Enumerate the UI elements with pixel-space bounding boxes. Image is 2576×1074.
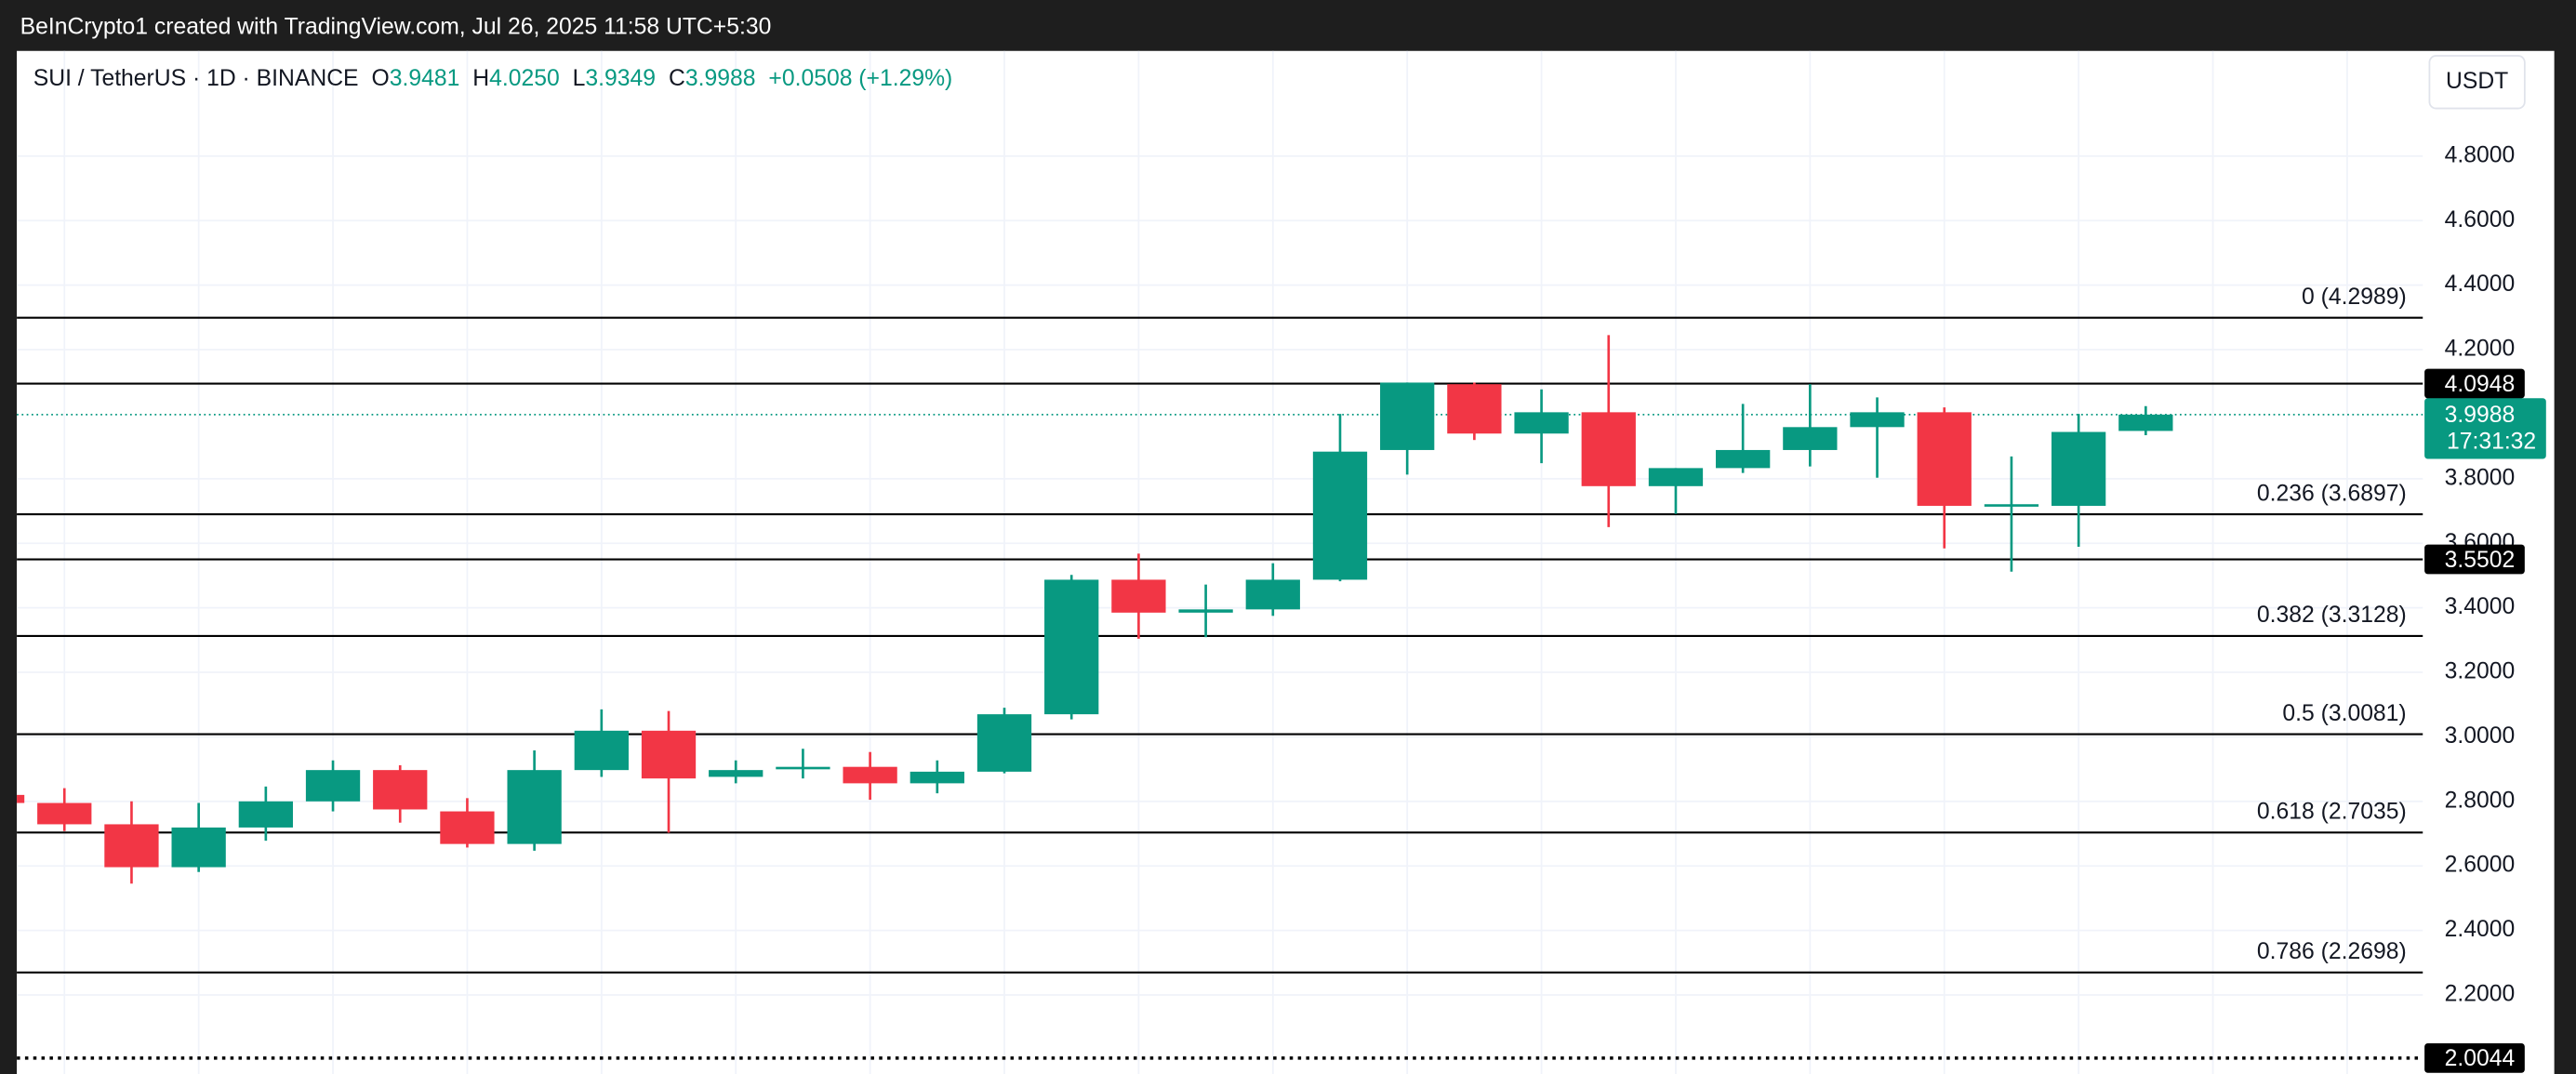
legend-key: O bbox=[372, 65, 390, 90]
price-box-label: 4.0948 bbox=[2445, 372, 2516, 397]
legend-change: +0.0508 (+1.29%) bbox=[768, 65, 952, 90]
fib-label: 0 (4.2989) bbox=[2302, 285, 2407, 310]
candle-body bbox=[776, 766, 830, 770]
candle-body bbox=[1984, 504, 2039, 507]
y-tick-label: 3.2000 bbox=[2445, 659, 2516, 684]
candle-body bbox=[2118, 414, 2173, 431]
candle-body bbox=[1716, 449, 1771, 469]
candle-body bbox=[910, 771, 964, 784]
legend-value: 4.0250 bbox=[489, 65, 560, 90]
candle-body bbox=[1312, 451, 1368, 580]
candle-body bbox=[104, 824, 159, 868]
candle-body bbox=[976, 714, 1032, 772]
price-box bbox=[2424, 1042, 2525, 1073]
candle-body bbox=[843, 766, 897, 784]
price-axis: 2.2000 2.4000 2.6000 2.8000 3.0000 3.2000 3.40… bbox=[2445, 142, 2516, 1006]
y-tick-label: 2.6000 bbox=[2445, 853, 2516, 878]
y-tick-label: 4.4000 bbox=[2445, 272, 2516, 297]
y-tick-label: 3.0000 bbox=[2445, 723, 2516, 749]
countdown: 17:31:32 bbox=[2447, 429, 2536, 454]
legend-key: H bbox=[472, 65, 489, 90]
y-tick-label: 4.2000 bbox=[2445, 337, 2516, 362]
fib-label: 0.236 (3.6897) bbox=[2257, 481, 2407, 506]
legend-value: 3.9988 bbox=[685, 65, 756, 90]
fib-label: 0.618 (2.7035) bbox=[2257, 800, 2407, 825]
candle-body bbox=[1044, 579, 1099, 715]
candle-body bbox=[37, 802, 92, 825]
y-tick-label: 4.6000 bbox=[2445, 207, 2516, 232]
candle-body bbox=[641, 730, 697, 779]
y-tick-label: 2.4000 bbox=[2445, 917, 2516, 942]
candle-body bbox=[1917, 412, 1972, 506]
candle-body bbox=[1850, 412, 1905, 428]
symbol: SUI / TetherUS · 1D · BINANCE bbox=[33, 65, 359, 90]
legend-value: 3.9481 bbox=[390, 65, 460, 90]
candle-body bbox=[171, 827, 226, 868]
chart-area bbox=[17, 50, 2555, 1074]
legend-value: 3.9349 bbox=[585, 65, 656, 90]
currency-button[interactable] bbox=[2428, 55, 2526, 110]
fib-label: 0.382 (3.3128) bbox=[2257, 603, 2407, 628]
fib-label: 0.5 (3.0081) bbox=[2282, 701, 2406, 726]
y-tick-label: 3.4000 bbox=[2445, 594, 2516, 619]
last-price-label: 3.9988 bbox=[2445, 403, 2516, 428]
y-tick-label: 2.8000 bbox=[2445, 788, 2516, 813]
candle-body bbox=[1111, 579, 1166, 613]
candle-body bbox=[1178, 609, 1233, 613]
candle-body bbox=[709, 770, 764, 777]
candle-body bbox=[238, 801, 293, 828]
last-price-box bbox=[2424, 398, 2546, 459]
candle-body bbox=[1648, 468, 1704, 486]
candle-body bbox=[1783, 427, 1838, 450]
y-tick-label: 2.2000 bbox=[2445, 982, 2516, 1007]
legend: SUI / TetherUS · 1D · BINANCE O3.9481 H4… bbox=[33, 65, 953, 90]
price-box-label: 3.5502 bbox=[2445, 548, 2516, 573]
candle-body bbox=[17, 794, 25, 803]
fib-label: 0.786 (2.2698) bbox=[2257, 939, 2407, 964]
watermark: BeInCrypto1 created with TradingView.com… bbox=[20, 15, 772, 40]
candle-body bbox=[440, 811, 495, 844]
candle-body bbox=[373, 770, 428, 810]
candle-body bbox=[1380, 382, 1435, 450]
candle-body bbox=[2052, 431, 2106, 506]
candle-body bbox=[305, 770, 361, 802]
grid bbox=[17, 50, 2423, 1074]
candle-body bbox=[1514, 412, 1569, 434]
candle-body bbox=[574, 730, 629, 771]
y-tick-label: 4.8000 bbox=[2445, 142, 2516, 167]
price-box bbox=[2424, 368, 2525, 399]
legend-key: C bbox=[669, 65, 685, 90]
currency[interactable]: USDT bbox=[2446, 69, 2508, 94]
candle-body bbox=[1245, 579, 1300, 610]
y-tick-label: 3.8000 bbox=[2445, 465, 2516, 490]
candle-body bbox=[507, 770, 562, 844]
price-box-label: 2.0044 bbox=[2445, 1046, 2516, 1071]
price-box bbox=[2424, 544, 2525, 575]
candle-body bbox=[1581, 412, 1636, 486]
legend-key: L bbox=[573, 65, 586, 90]
plot bbox=[17, 316, 2423, 1060]
candle-body bbox=[1447, 384, 1502, 434]
